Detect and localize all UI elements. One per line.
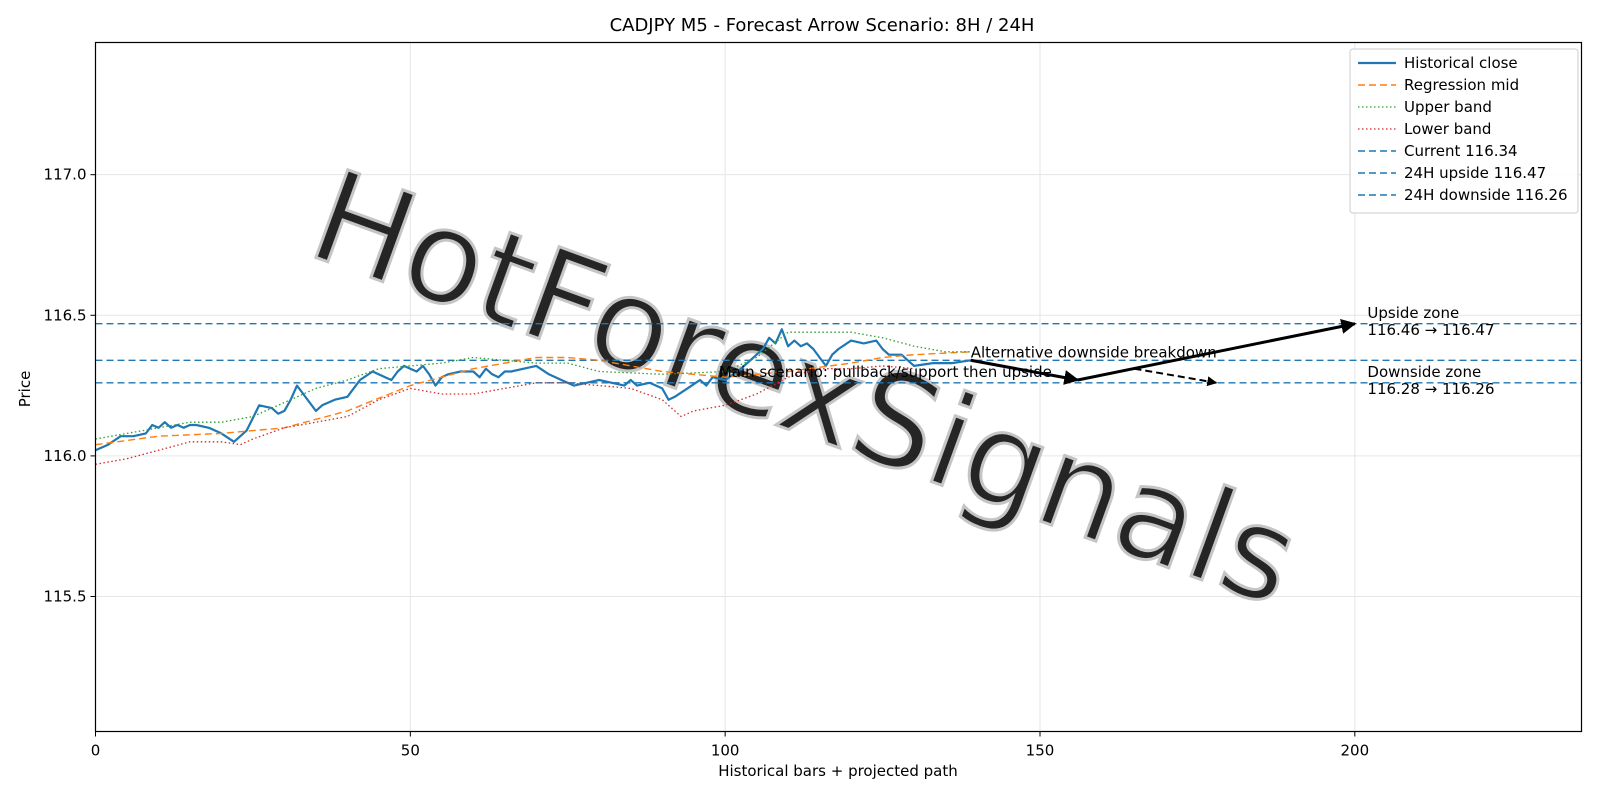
y-tick-label: 116.5: [44, 306, 87, 324]
legend-label: 24H upside 116.47: [1404, 164, 1546, 182]
x-tick-label: 50: [401, 742, 420, 760]
annotation-2: Alternative downside breakdown: [971, 343, 1217, 361]
legend-label: 24H downside 116.26: [1404, 186, 1568, 204]
legend-label: Regression mid: [1404, 76, 1519, 94]
legend-label: Current 116.34: [1404, 142, 1518, 160]
watermark-text: HotForexSignals: [294, 142, 1317, 636]
grid: [95, 42, 1582, 732]
legend-box: [1349, 48, 1579, 214]
forecast-arrows: [970, 319, 1357, 387]
x-tick-label: 200: [1341, 742, 1370, 760]
forecast-arrow-2: [1077, 319, 1357, 382]
series-line-upper-band: [95, 331, 971, 440]
legend-label: Lower band: [1404, 120, 1491, 138]
plot-frame: [94, 41, 1583, 733]
annotation-line: Main scenario: pullback/support then ups…: [719, 363, 1052, 381]
watermark: HotForexSignals: [292, 141, 1318, 638]
series-line-lower-band: [95, 365, 915, 465]
y-tick-label: 115.5: [44, 588, 87, 606]
level-lines: [95, 323, 1582, 384]
x-tick-label: 0: [91, 742, 101, 760]
annotation-4: Downside zone 116.28 → 116.26: [1367, 363, 1494, 398]
annotation-3: Upside zone 116.46 → 116.47: [1367, 304, 1494, 339]
legend: Historical close Regression mid Upper band…: [1349, 48, 1579, 214]
forecast-arrow-1: [970, 358, 1080, 385]
y-axis-label: Price: [16, 371, 34, 408]
annotations: Main scenario: pullback/support then ups…: [719, 304, 1495, 398]
series-line-historical-close: [95, 328, 971, 452]
x-tick-label: 100: [711, 742, 740, 760]
annotation-line: Alternative downside breakdown: [971, 343, 1217, 361]
annotation-line: Upside zone: [1367, 304, 1459, 322]
x-axis-label: Historical bars + projected path: [718, 762, 958, 780]
legend-label: Upper band: [1404, 98, 1492, 116]
legend-label: Historical close: [1404, 54, 1518, 72]
annotation-line: 116.46 → 116.47: [1367, 321, 1494, 339]
annotation-line: Downside zone: [1367, 363, 1481, 381]
y-tick-label: 117.0: [44, 166, 87, 184]
x-tick-label: 150: [1026, 742, 1055, 760]
series-lines: [95, 328, 971, 465]
forecast-arrow-3: [1134, 367, 1218, 387]
annotation-1: Main scenario: pullback/support then ups…: [719, 363, 1052, 381]
axis-ticks: 0 50 100 150 200 115.5 116.0 116.5 117.0: [44, 166, 1370, 760]
chart-title: CADJPY M5 - Forecast Arrow Scenario: 8H …: [610, 15, 1035, 36]
y-tick-label: 116.0: [44, 447, 87, 465]
annotation-line: 116.28 → 116.26: [1367, 380, 1494, 398]
series-line-regression-mid: [95, 351, 971, 446]
